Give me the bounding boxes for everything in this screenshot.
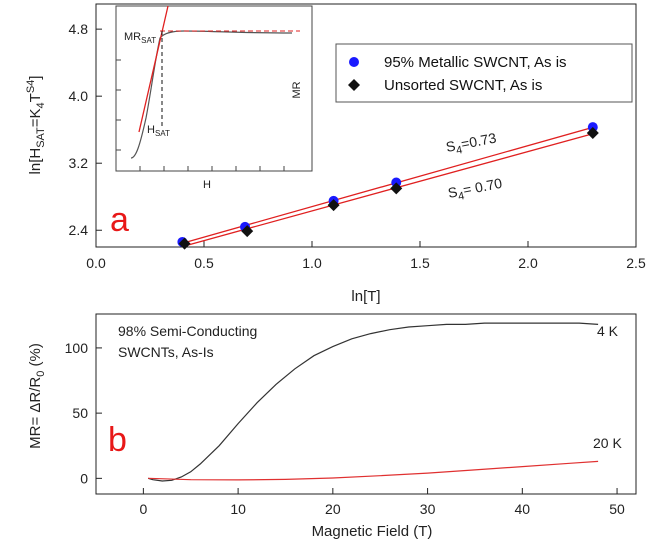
fit-slope-label-unsorted: S4= 0.70	[447, 175, 505, 205]
panel-b-x-tick-label: 50	[609, 501, 625, 517]
panel-b-x-axis-title: Magnetic Field (T)	[312, 523, 433, 540]
panel-a-y-tick-label: 3.2	[69, 155, 89, 171]
legend-marker-circle	[349, 57, 359, 67]
panel-b-y-tick-label: 0	[80, 470, 88, 486]
panel-b-plot-frame	[95, 313, 637, 495]
panel-b-curves	[147, 322, 599, 482]
panel-b-annotation-line1: 98% Semi-Conducting	[118, 323, 257, 339]
panel-a-x-ticks: 0.0 0.5 1.0 1.5 2.0 2.5	[86, 241, 646, 271]
panel-a-plot-frame	[95, 3, 637, 248]
panel-b-y-tick-label: 50	[72, 405, 88, 421]
panel-b-x-tick-label: 0	[139, 501, 147, 517]
panel-b-x-ticks: 0 10 20 30 40 50	[139, 488, 625, 517]
panel-a-letter: a	[110, 201, 129, 239]
panel-a-x-tick-label: 0.0	[86, 255, 106, 271]
panel-a-x-tick-label: 1.0	[302, 255, 322, 271]
panel-a-x-tick-label: 1.5	[410, 255, 430, 271]
panel-a-chart: 0.0 0.5 1.0 1.5 2.0 2.5 2.4 3.2 4.0 4.8 ln[T] ln…	[25, 3, 646, 305]
legend-label-unsorted: Unsorted SWCNT, As is	[384, 77, 542, 94]
mr-curve-20k	[148, 460, 599, 481]
legend-label-metallic: 95% Metallic SWCNT, As is	[384, 54, 567, 71]
legend-marker-diamond	[348, 79, 360, 91]
panel-a-x-axis-title: ln[T]	[351, 288, 380, 305]
panel-b-y-tick-label: 100	[65, 340, 89, 356]
panel-b-letter: b	[108, 421, 127, 459]
mr-curve-4k	[147, 322, 599, 482]
inset-y-axis-title: MR	[291, 81, 303, 98]
fit-line-metallic	[182, 126, 593, 244]
data-point-unsorted	[327, 199, 340, 212]
panel-a-x-tick-label: 2.0	[518, 255, 538, 271]
panel-a-data-points	[177, 122, 599, 250]
data-point-unsorted	[586, 127, 599, 140]
legend-box	[335, 43, 633, 103]
panel-b-x-tick-label: 10	[230, 501, 246, 517]
panel-a-y-axis-title: ln[HSAT=K4TS4]	[25, 76, 47, 175]
series-label-20k: 20 K	[593, 435, 622, 451]
panel-b-x-tick-label: 30	[420, 501, 436, 517]
panel-b-x-tick-label: 40	[515, 501, 531, 517]
series-label-4k: 4 K	[597, 323, 619, 339]
panel-b-chart: 0 10 20 30 40 50 0 50 100 Magnetic Field (T) MR…	[27, 313, 637, 540]
panel-a-legend: 95% Metallic SWCNT, As is Unsorted SWCNT…	[335, 43, 633, 103]
panel-b-y-ticks: 0 50 100	[65, 340, 102, 486]
panel-a-fit-lines	[182, 126, 593, 247]
fit-line-unsorted	[184, 133, 593, 247]
panel-a-x-tick-label: 0.5	[194, 255, 214, 271]
data-point-unsorted	[390, 182, 403, 195]
panel-a-inset: MRSAT HSAT H MR	[115, 5, 313, 191]
panel-b-y-axis-title: MR= ΔR/R0 (%)	[27, 343, 47, 449]
panel-b-annotation-line2: SWCNTs, As-Is	[118, 344, 214, 360]
data-point-unsorted	[178, 237, 191, 250]
panel-a-y-tick-label: 4.0	[69, 88, 89, 104]
inset-tangent-line	[138, 5, 169, 133]
panel-a-x-tick-label: 2.5	[626, 255, 646, 271]
panel-a-y-tick-label: 2.4	[69, 222, 89, 238]
panel-a-y-tick-label: 4.8	[69, 21, 89, 37]
inset-x-axis-title: H	[203, 179, 211, 191]
data-point-unsorted	[241, 225, 254, 238]
fit-slope-label-metallic: S4=0.73	[445, 129, 499, 158]
inset-ticks	[116, 59, 285, 171]
panel-b-x-tick-label: 20	[325, 501, 341, 517]
panel-a-y-ticks: 2.4 3.2 4.0 4.8	[69, 21, 102, 238]
